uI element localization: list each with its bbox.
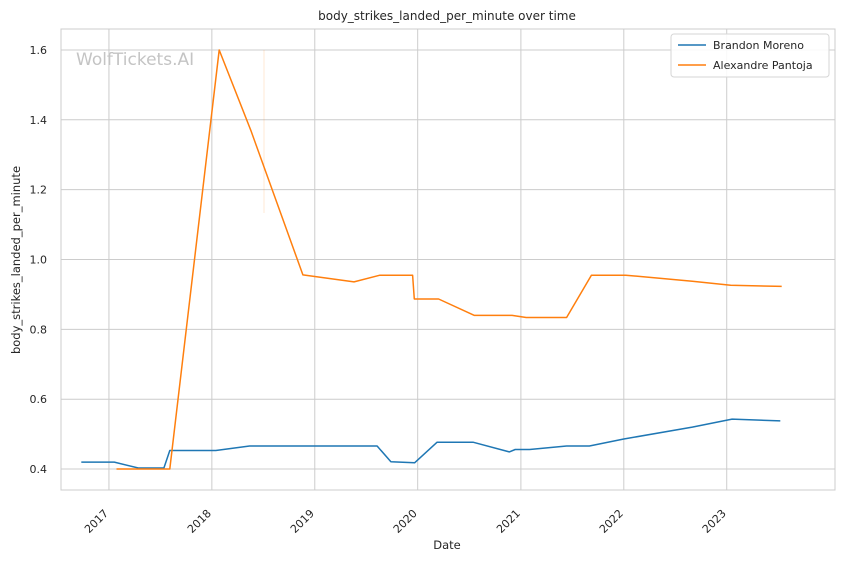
- series: [81, 49, 782, 470]
- plot-frame: [60, 28, 836, 491]
- legend: Brandon Moreno Alexandre Pantoja: [670, 33, 830, 78]
- y-tick-labels: 0.4 0.6 0.8 1.0 1.2 1.4 1.6: [30, 44, 48, 476]
- y-tick-label: 1.4: [30, 114, 48, 127]
- y-axis-title: body_strikes_landed_per_minute: [9, 166, 23, 354]
- y-tick-label: 0.6: [30, 393, 48, 406]
- chart-title: body_strikes_landed_per_minute over time: [318, 9, 576, 23]
- y-tick-label: 1.6: [30, 44, 48, 57]
- y-tick-label: 0.8: [30, 323, 48, 336]
- legend-box: [670, 33, 830, 78]
- y-tick-label: 1.2: [30, 184, 48, 197]
- watermark: WolfTickets.AI: [76, 50, 194, 70]
- legend-label-alexandre-pantoja: Alexandre Pantoja: [713, 59, 813, 72]
- series-line-brandon-moreno: [81, 418, 781, 469]
- y-tick-label: 1.0: [30, 254, 48, 267]
- x-axis-title: Date: [433, 538, 461, 552]
- y-tick-label: 0.4: [30, 463, 48, 476]
- series-line-alexandre-pantoja: [116, 49, 782, 470]
- legend-label-brandon-moreno: Brandon Moreno: [713, 39, 804, 52]
